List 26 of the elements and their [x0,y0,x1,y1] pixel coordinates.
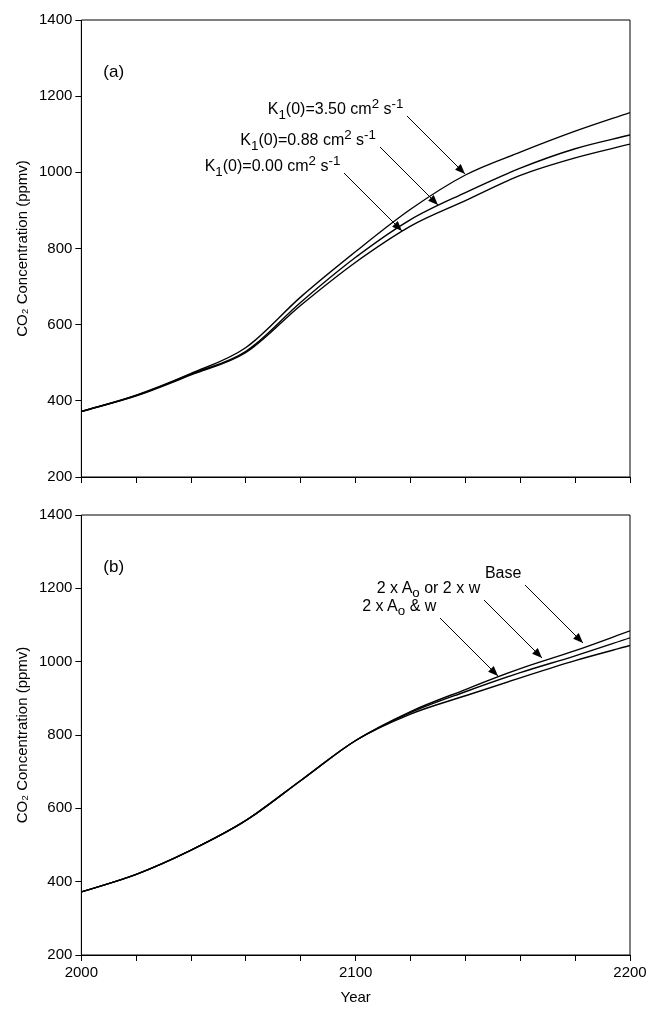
annotation: Base [484,562,522,583]
y-tick-label: 1200 [38,86,73,104]
annotation: K$_{1}$(0)=0.00 cm$^{2}$ s$^{-1}$ [204,152,341,179]
annotation: (b) [103,557,125,577]
y-tick-label: 600 [47,314,73,332]
x-axis-title: Year [340,988,371,1006]
y-tick-label: 1000 [38,651,73,669]
y-tick-label: 800 [47,238,73,256]
y-tick-label: 400 [47,871,73,889]
x-tick-label: 2000 [64,963,99,981]
y-tick-label: 400 [47,390,73,408]
y-tick-label: 1400 [38,505,73,523]
y-tick-label: 1200 [38,578,73,596]
y-tick-label: 200 [47,467,73,485]
annotation: K$_{1}$(0)=3.50 cm$^{2}$ s$^{-1}$ [267,95,404,124]
y-tick-label: 1000 [38,162,73,180]
y-tick-label: 600 [47,798,73,816]
annotation: (a) [103,62,125,82]
y-tick-label: 200 [47,945,73,963]
y-tick-label: 1400 [38,10,73,28]
y-axis-title: CO₂ Concentration (ppmv) [13,646,31,824]
y-tick-label: 800 [47,725,73,743]
annotation: K$_{1}$(0)=0.88 cm$^{2}$ s$^{-1}$ [240,127,376,153]
x-tick-label: 2100 [339,963,373,981]
y-axis-title: CO₂ Concentration (ppmv) [13,160,31,337]
x-tick-label: 2200 [613,963,647,981]
